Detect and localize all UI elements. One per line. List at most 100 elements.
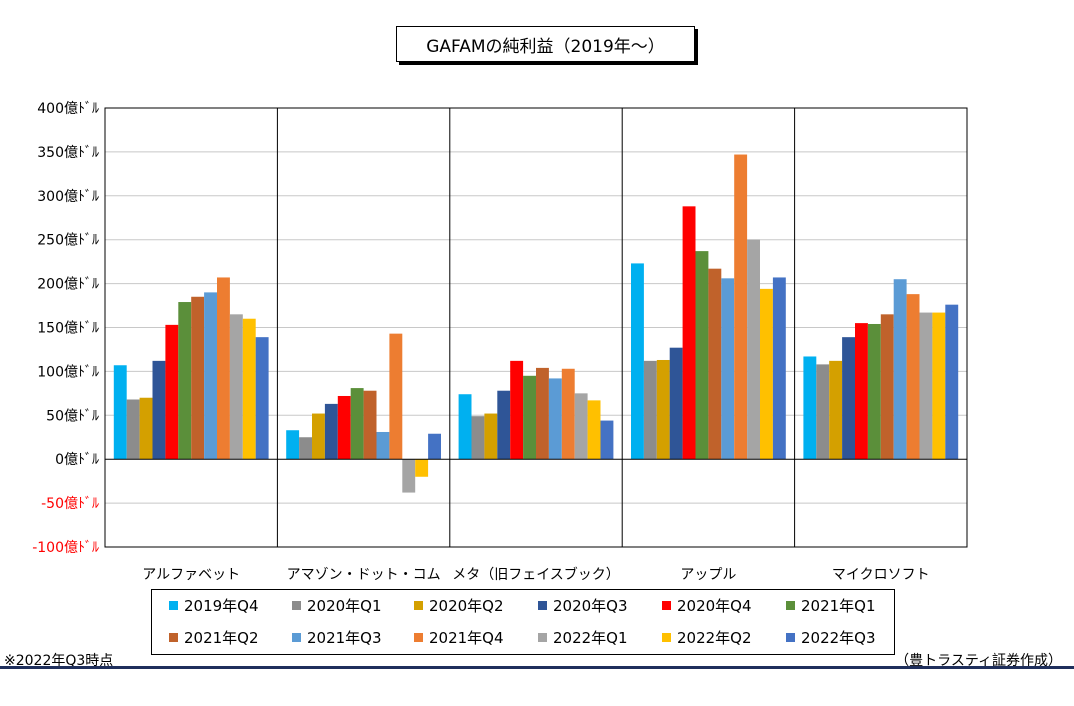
bar: [152, 360, 166, 460]
x-axis-category-labels: アルファベット アマゾン・ドット・コム メタ（旧フェイスブック） アップル マイクロソフ…: [142, 566, 929, 583]
legend-label: 2021年Q3: [307, 629, 382, 647]
bar: [772, 277, 786, 460]
plot-frame: [104, 107, 968, 548]
legend-item: 2019年Q4: [169, 595, 259, 616]
bar: [536, 367, 549, 460]
bar: [574, 393, 588, 460]
bar: [631, 263, 644, 460]
bar: [255, 337, 269, 460]
legend-item: 2022年Q2: [662, 627, 752, 648]
footnote: ※2022年Q3時点: [4, 653, 114, 669]
legend: 2019年Q4 2020年Q1 2020年Q2 2020年Q3 2020年Q4 2021年…: [151, 589, 895, 655]
legend-swatch: [292, 633, 301, 642]
bar: [458, 394, 472, 460]
bar: [747, 239, 760, 460]
y-tick-label: 100億ﾄﾞﾙ: [37, 364, 99, 380]
bar: [471, 416, 485, 460]
legend-label: 2020年Q2: [429, 597, 504, 615]
legend-swatch: [786, 633, 795, 642]
bar: [497, 390, 511, 460]
y-tick-label: 250億ﾄﾞﾙ: [37, 233, 99, 249]
legend-label: 2022年Q3: [801, 629, 876, 647]
bar: [919, 312, 933, 460]
legend-swatch: [538, 601, 547, 610]
bar: [402, 459, 416, 493]
category-label: アマゾン・ドット・コム: [287, 567, 441, 583]
y-tick-label: 150億ﾄﾞﾙ: [37, 321, 99, 337]
bar: [932, 312, 946, 460]
bar: [721, 278, 735, 460]
legend-swatch: [292, 601, 301, 610]
bar: [484, 413, 498, 460]
category-label: アップル: [680, 567, 736, 583]
legend-item: 2020年Q2: [414, 595, 504, 616]
bar: [376, 431, 390, 460]
bar: [880, 314, 894, 460]
bar: [510, 360, 524, 460]
bar: [643, 360, 657, 460]
bar: [548, 378, 562, 460]
category-label: メタ（旧フェイスブック）: [452, 566, 620, 583]
legend-label: 2021年Q2: [184, 629, 259, 647]
legend-swatch: [169, 633, 178, 642]
y-tick-label: 200億ﾄﾞﾙ: [37, 277, 99, 293]
bar: [842, 337, 855, 460]
legend-label: 2021年Q4: [429, 629, 504, 647]
bar: [337, 395, 351, 460]
legend-item: 2020年Q3: [538, 595, 628, 616]
legend-swatch: [786, 601, 795, 610]
bar: [217, 277, 230, 460]
legend-item: 2020年Q4: [662, 595, 752, 616]
legend-swatch: [414, 601, 423, 610]
bar: [760, 288, 773, 460]
footer-divider: [0, 666, 1074, 669]
legend-label: 2020年Q1: [307, 597, 382, 615]
bar: [867, 323, 881, 460]
bar: [350, 388, 364, 460]
bar: [178, 302, 192, 460]
bar: [816, 364, 830, 460]
bar: [734, 154, 748, 460]
y-tick-label: 300億ﾄﾞﾙ: [37, 189, 99, 205]
bar: [523, 375, 536, 460]
chart-title: GAFAMの純利益（2019年～）: [396, 26, 695, 62]
bar: [299, 437, 312, 460]
bar: [324, 403, 338, 460]
legend-swatch: [662, 601, 671, 610]
bar: [656, 359, 670, 460]
bar: [600, 420, 614, 460]
bar: [682, 206, 696, 460]
y-tick-label: 400億ﾄﾞﾙ: [37, 101, 99, 117]
y-tick-label: 350億ﾄﾞﾙ: [37, 145, 99, 161]
category-label: アルファベット: [142, 567, 240, 583]
bar: [204, 292, 217, 460]
bar: [855, 323, 868, 460]
bar: [561, 368, 575, 460]
legend-label: 2022年Q1: [553, 629, 628, 647]
category-label: マイクロソフト: [832, 567, 930, 583]
y-tick-label: -100億ﾄﾞﾙ: [32, 540, 99, 556]
bar: [669, 347, 683, 460]
legend-label: 2021年Q1: [801, 597, 876, 615]
bar: [587, 400, 601, 460]
bar: [695, 251, 709, 460]
bar: [415, 459, 429, 477]
y-tick-label: 0億ﾄﾞﾙ: [55, 452, 99, 468]
legend-item: 2021年Q4: [414, 627, 504, 648]
y-tick-label: -50億ﾄﾞﾙ: [41, 496, 99, 512]
legend-item: 2021年Q2: [169, 627, 259, 648]
bar: [286, 430, 300, 460]
legend-label: 2020年Q3: [553, 597, 628, 615]
bar: [893, 279, 907, 460]
y-axis-tick-labels: 400億ﾄﾞﾙ 350億ﾄﾞﾙ 300億ﾄﾞﾙ 250億ﾄﾞﾙ 200億ﾄﾞﾙ 150億ﾄ…: [32, 101, 99, 556]
legend-swatch: [414, 633, 423, 642]
legend-item: 2022年Q3: [786, 627, 876, 648]
legend-swatch: [662, 633, 671, 642]
bar: [165, 324, 179, 460]
legend-item: 2020年Q1: [292, 595, 382, 616]
bar-layer: [113, 154, 959, 493]
bar: [708, 268, 722, 460]
bar: [126, 399, 140, 460]
bar: [803, 356, 817, 460]
